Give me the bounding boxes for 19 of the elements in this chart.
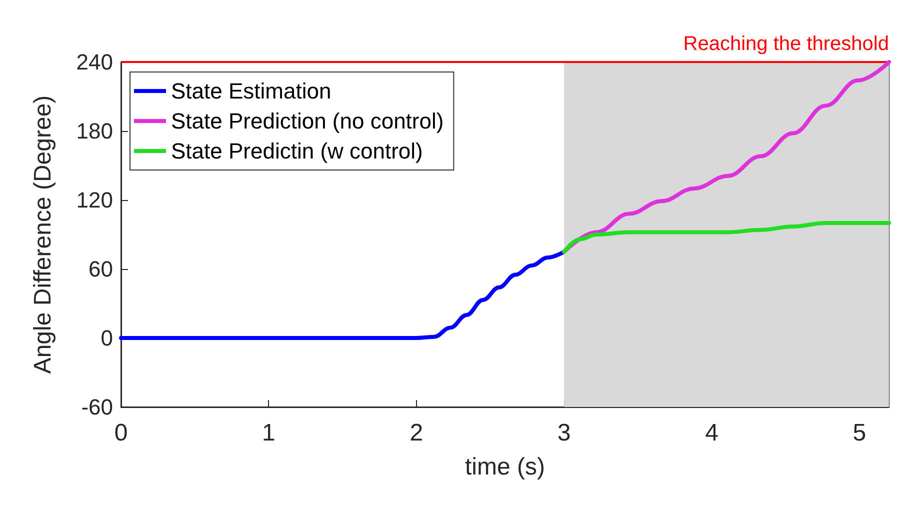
y-tick-label: 120 [76,188,113,212]
x-tick-label: 1 [262,420,276,446]
x-tick-label: 4 [705,420,718,446]
ref-line-label: Reaching the threshold [683,33,889,55]
y-tick-label: 180 [76,118,113,144]
y-tick-label: 0 [100,326,113,350]
x-tick-label: 2 [410,420,424,446]
y-axis-title: Angle Difference (Degree) [30,95,56,374]
legend-label: State Estimation [171,78,332,104]
y-tick-label: 60 [88,256,113,282]
line-series [119,250,566,340]
y-tick-label: -60 [81,394,113,420]
x-axis-title: time (s) [465,454,545,480]
x-tick-label: 5 [852,420,866,446]
x-tick-label: 3 [557,420,571,446]
legend-label: State Predictin (w control) [171,138,423,164]
legend-label: State Prediction (no control) [171,108,444,134]
line-series [562,221,891,254]
y-tick-label: 240 [76,50,113,74]
